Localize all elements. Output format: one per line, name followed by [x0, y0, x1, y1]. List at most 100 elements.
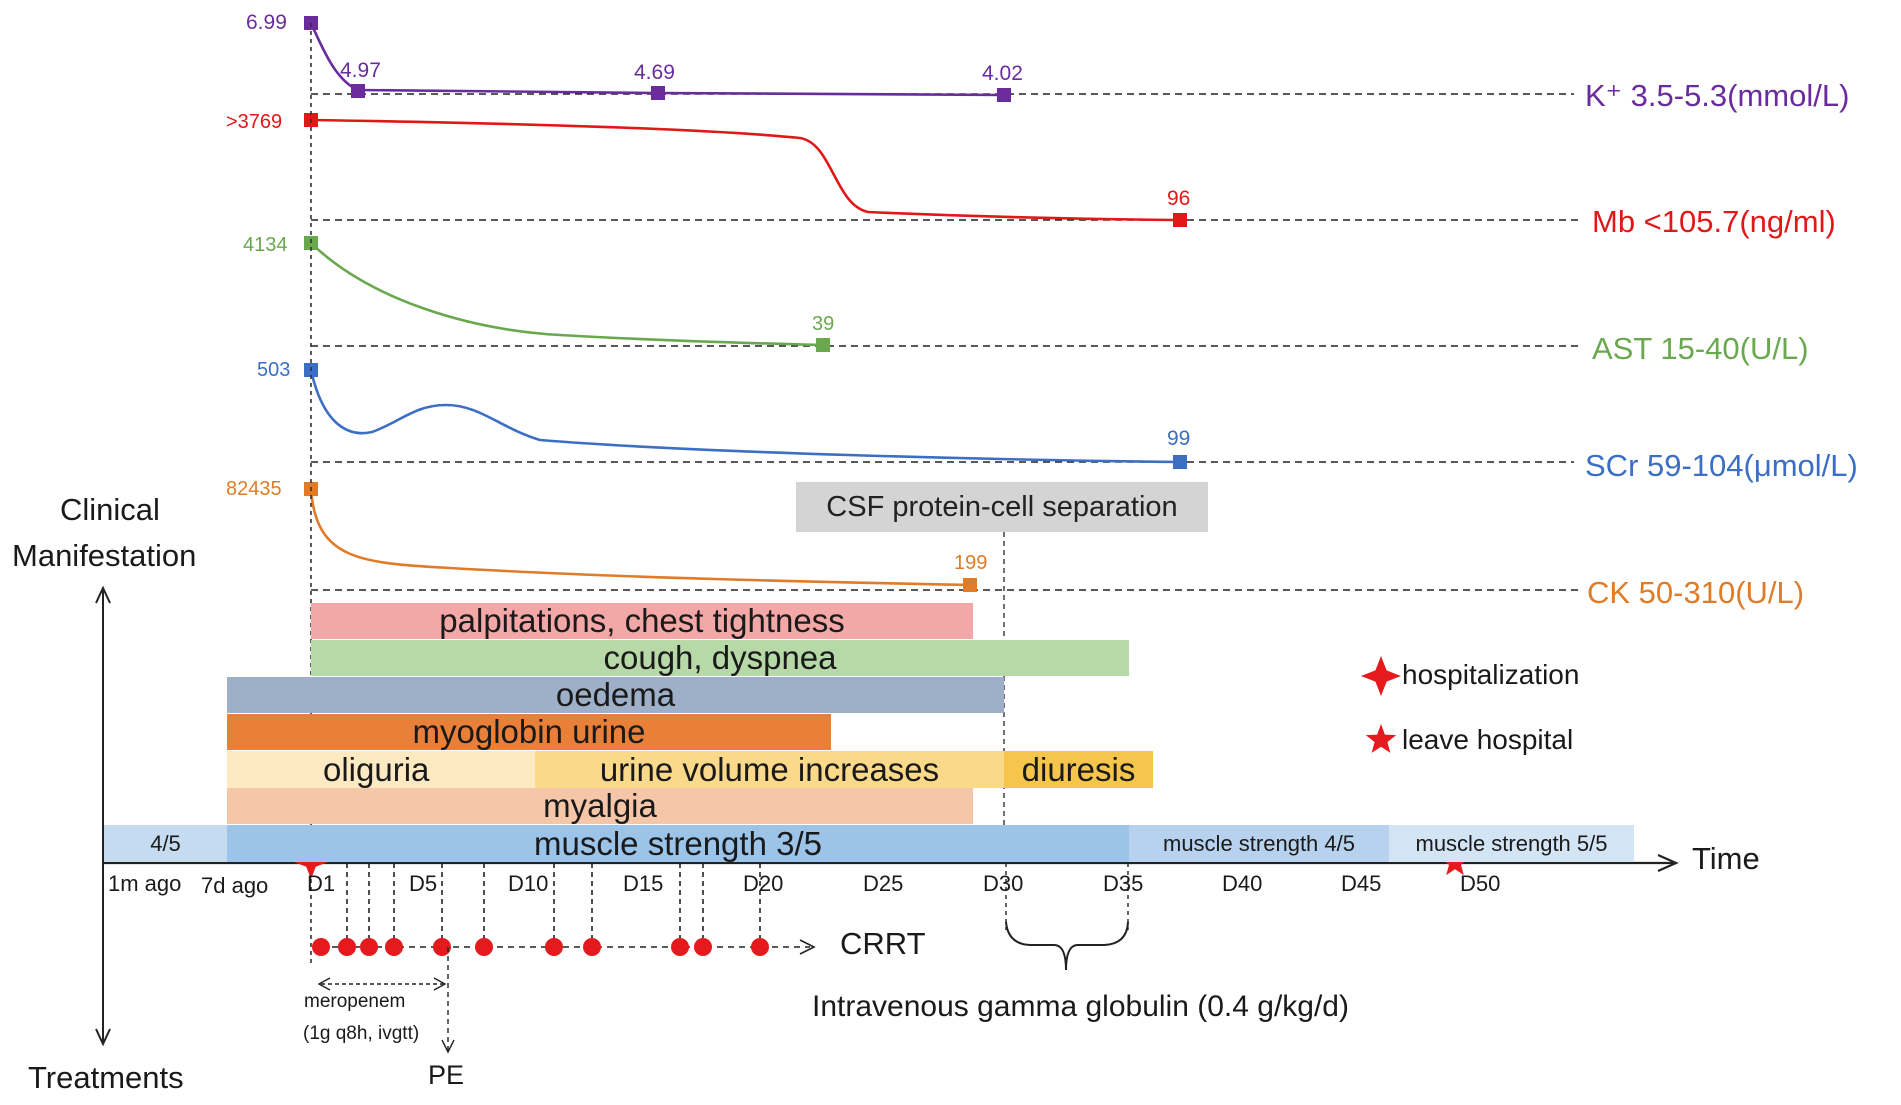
mb-value-label: 96: [1167, 187, 1191, 210]
ck-range-label: CK 50-310(U/L): [1587, 575, 1805, 610]
ck-trend-line: [309, 488, 971, 587]
crrt-session-dot: [475, 938, 493, 956]
manifestation-bar-oliguria: oliguria: [227, 751, 535, 788]
manifestation-label: cough, dyspnea: [603, 640, 837, 676]
muscle-strength-bar-1m: 4/5: [104, 825, 227, 862]
hospitalization-star-icon: [294, 845, 328, 879]
vertical-axis-arrow-down: [95, 1028, 111, 1047]
meropenem-arrow-right: [433, 977, 447, 991]
crrt-session-dot: [312, 938, 330, 956]
ast-data-point: [816, 338, 830, 352]
k-value-label: 6.99: [246, 11, 287, 34]
ck-value-label: 82435: [226, 478, 282, 500]
crrt-session-dot: [694, 938, 712, 956]
time-tick-label: D45: [1341, 871, 1382, 896]
muscle-strength-label: muscle strength 4/5: [1163, 830, 1355, 856]
manifestation-label: palpitations, chest tightness: [439, 603, 845, 639]
ast-trend-line: [310, 242, 824, 347]
ivig-brace: [1005, 921, 1129, 971]
pe-arrow-head: [441, 1039, 455, 1054]
k-range-label: K⁺ 3.5-5.3(mmol/L): [1585, 78, 1850, 113]
time-axis-label: Time: [1692, 841, 1760, 876]
time-tick-label: D5: [409, 871, 438, 896]
k-value-label: 4.97: [340, 59, 381, 82]
ast-value-label: 4134: [243, 234, 288, 256]
manifestation-label: myalgia: [543, 788, 657, 824]
mb-data-point: [1173, 213, 1187, 227]
manifestation-bar-palpitations: palpitations, chest tightness: [311, 603, 973, 639]
scr-range-label: SCr 59-104(μmol/L): [1585, 448, 1858, 483]
time-tick-label: 1m ago: [108, 871, 182, 896]
crrt-session-dot: [671, 938, 689, 956]
manifestation-bar-cough: cough, dyspnea: [311, 640, 1129, 676]
muscle-strength-bar-4: muscle strength 4/5: [1129, 825, 1389, 862]
manifestation-label: diuresis: [1021, 751, 1136, 788]
time-tick-label: D15: [623, 871, 664, 896]
muscle-strength-label: 4/5: [150, 830, 181, 856]
manifestation-label: oedema: [555, 677, 676, 713]
time-tick-label: D20: [743, 871, 784, 896]
scr-data-point: [1173, 455, 1187, 469]
k-data-point: [351, 84, 365, 98]
k-value-label: 4.69: [634, 61, 675, 84]
ck-value-label: 199: [954, 552, 988, 574]
time-tick-label: D30: [983, 871, 1024, 896]
crrt-session-dot: [583, 938, 601, 956]
ck-data-point: [963, 578, 977, 592]
ast-value-label: 39: [812, 313, 835, 335]
csf-note: CSF protein-cell separation: [796, 482, 1208, 532]
treatments-axis-label: Treatments: [28, 1060, 184, 1095]
clinical-axis-label-line2: Manifestation: [12, 538, 197, 573]
time-tick-label: D10: [508, 871, 549, 896]
crrt-session-dot: [385, 938, 403, 956]
manifestation-label: urine volume increases: [599, 751, 940, 788]
manifestation-label: oliguria: [323, 751, 430, 788]
scr-value-label: 99: [1167, 427, 1191, 450]
meropenem-label: meropenem: [304, 991, 406, 1012]
k-value-label: 4.02: [982, 62, 1023, 85]
muscle-strength-bar-3: muscle strength 3/5: [227, 825, 1129, 862]
scr-trend-line: [309, 369, 1181, 464]
scr-value-label: 503: [257, 359, 291, 381]
legend-leave-text: leave hospital: [1402, 724, 1574, 755]
ast-range-label: AST 15-40(U/L): [1592, 331, 1809, 366]
k-data-point: [651, 86, 665, 100]
mb-value-label: >3769: [226, 111, 283, 133]
manifestation-bar-oedema: oedema: [227, 677, 1004, 713]
legend-leave-hospital-icon: [1365, 724, 1397, 753]
crrt-session-dot: [545, 938, 563, 956]
time-tick-label: D50: [1460, 871, 1501, 896]
crrt-session-dot: [751, 938, 769, 956]
manifestation-bar-myalgia: myalgia: [227, 788, 973, 824]
manifestation-bar-diuresis: diuresis: [1004, 751, 1153, 788]
ivig-label: Intravenous gamma globulin (0.4 g/kg/d): [812, 990, 1349, 1023]
time-axis-arrow: [1657, 853, 1679, 873]
pe-label: PE: [428, 1060, 465, 1090]
mb-trend-line: [310, 118, 1181, 222]
meropenem-arrow-left: [317, 977, 331, 991]
legend-hospitalization-text: hospitalization: [1402, 659, 1580, 690]
time-tick-label: 7d ago: [201, 873, 269, 898]
time-tick-label: D25: [863, 871, 904, 896]
crrt-session-dot: [433, 938, 451, 956]
muscle-strength-bar-5: muscle strength 5/5: [1389, 825, 1634, 862]
crrt-session-dot: [338, 938, 356, 956]
k-trend-line: [309, 22, 1005, 97]
clinical-axis-label-line1: Clinical: [60, 492, 160, 527]
manifestation-bar-myoglobin-urine: myoglobin urine: [227, 714, 831, 750]
crrt-arrow-head: [799, 939, 816, 955]
manifestation-label: myoglobin urine: [412, 714, 646, 750]
time-tick-label: D35: [1103, 871, 1144, 896]
time-tick-label: D1: [307, 871, 336, 896]
muscle-strength-label: muscle strength 5/5: [1415, 830, 1608, 856]
muscle-strength-label: muscle strength 3/5: [534, 825, 822, 862]
manifestation-bar-urine-volume: urine volume increases: [535, 751, 1004, 788]
legend-hospitalization-icon: [1361, 656, 1401, 696]
k-data-point: [997, 88, 1011, 102]
crrt-session-dot: [360, 938, 378, 956]
mb-range-label: Mb <105.7(ng/ml): [1592, 204, 1836, 239]
meropenem-dose-label: (1g q8h, ivgtt): [303, 1023, 420, 1044]
vertical-axis-arrow-up: [95, 585, 111, 604]
